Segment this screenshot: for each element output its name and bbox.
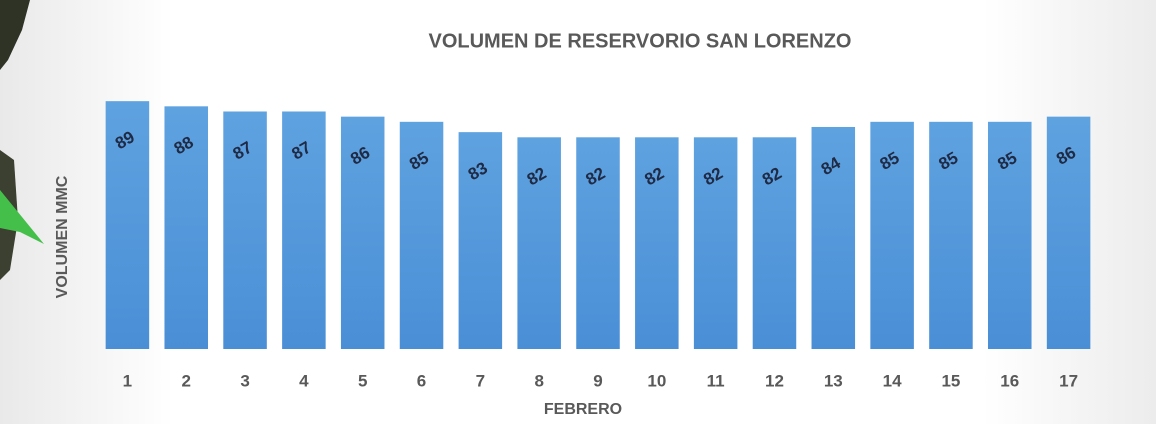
y-axis-title: VOLUMEN MMC [54,175,71,298]
x-tick-label: 2 [182,371,191,390]
chart-title: VOLUMEN DE RESERVORIO SAN LORENZO [428,30,851,52]
x-tick-label: 3 [240,371,249,390]
x-tick-label: 15 [941,371,960,390]
x-tick-label: 10 [647,371,666,390]
x-tick-label: 7 [476,371,485,390]
x-tick-label: 16 [1000,371,1019,390]
x-tick-label: 4 [299,371,309,390]
x-tick-label: 13 [824,371,843,390]
chart: VOLUMEN DE RESERVORIO SAN LORENZO FEBRER… [0,0,1156,424]
x-tick-label: 6 [417,371,426,390]
x-tick-label: 9 [593,371,602,390]
x-axis-title: FEBRERO [544,401,622,418]
x-tick-label: 8 [534,371,543,390]
x-tick-label: 5 [358,371,367,390]
x-tick-label: 17 [1059,371,1078,390]
x-tick-label: 12 [765,371,784,390]
x-tick-label: 11 [707,371,725,390]
x-tick-label: 14 [883,371,902,390]
x-tick-label: 1 [123,371,132,390]
page: {"chart_data": {"type": "bar", "title": … [0,0,1156,424]
